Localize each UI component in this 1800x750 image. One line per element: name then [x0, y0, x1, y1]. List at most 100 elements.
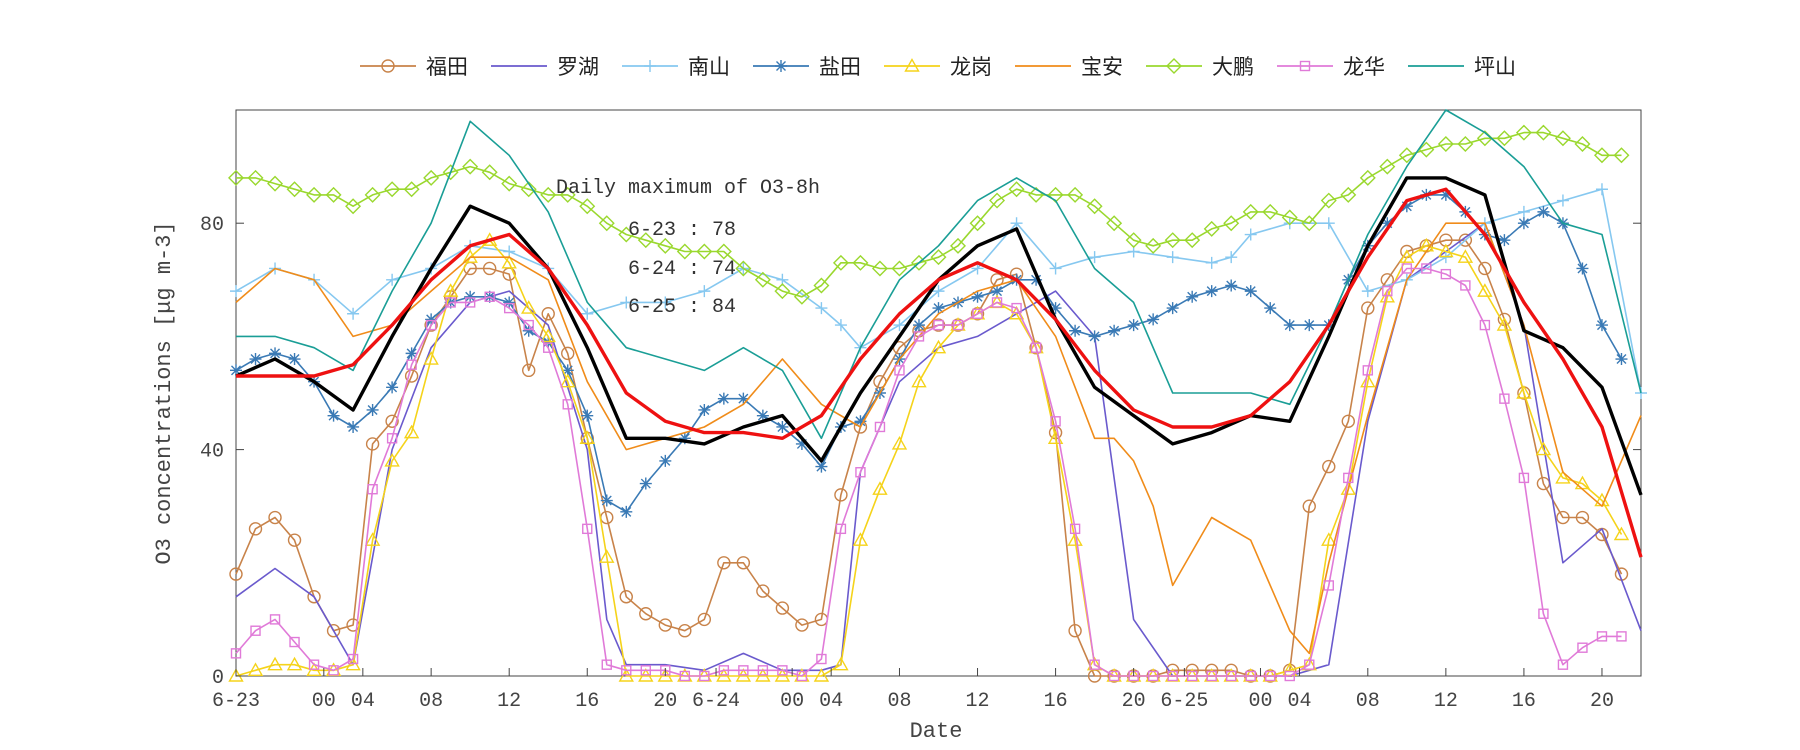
data-point	[1167, 670, 1178, 682]
legend-label: 大鹏	[1212, 55, 1254, 79]
data-point	[1577, 642, 1588, 653]
series-盐田	[230, 188, 1628, 518]
data-point	[286, 656, 303, 671]
data-point	[1477, 283, 1493, 297]
data-point	[1518, 472, 1530, 484]
data-point	[991, 297, 1003, 308]
data-point	[247, 662, 264, 677]
x-tick-label: 16	[575, 690, 599, 713]
data-point	[657, 237, 674, 254]
data-point	[1438, 243, 1454, 258]
data-point	[364, 532, 381, 546]
data-point	[991, 285, 1004, 298]
data-point	[1340, 186, 1357, 203]
annotation-line-3: 6-25 : 84	[628, 296, 736, 319]
data-point	[1088, 330, 1101, 343]
data-point	[1496, 130, 1513, 147]
data-point	[1145, 237, 1162, 254]
data-point	[717, 556, 731, 570]
data-point	[405, 347, 418, 360]
legend-marker	[904, 58, 920, 72]
data-point	[1554, 130, 1571, 147]
legend-marker	[1299, 60, 1311, 72]
data-point	[874, 421, 886, 433]
data-point	[1556, 510, 1570, 525]
data-point	[1517, 205, 1530, 218]
data-point	[618, 226, 635, 243]
data-point	[365, 437, 380, 451]
data-point	[1418, 141, 1435, 158]
data-point	[1440, 268, 1452, 280]
x-tick-label: 16	[1044, 690, 1068, 713]
data-point	[1008, 181, 1025, 198]
series-龙岗	[228, 232, 1630, 682]
data-point	[1067, 532, 1083, 546]
data-point	[891, 436, 908, 450]
x-tick-label: 00	[312, 690, 336, 713]
data-point	[793, 288, 810, 305]
data-point	[1381, 217, 1394, 230]
data-point	[776, 420, 789, 433]
legend-label: 宝安	[1081, 55, 1123, 79]
y-tick-label: 80	[200, 214, 224, 237]
x-tick-label: 20	[653, 690, 677, 713]
annotation-line-2: 6-24 : 74	[628, 258, 736, 281]
data-point	[540, 328, 556, 343]
data-point	[1458, 233, 1473, 247]
data-point	[1125, 232, 1142, 249]
data-point	[484, 291, 495, 302]
data-point	[1401, 263, 1413, 274]
x-tick-label: 6-23	[212, 690, 260, 713]
legend-label: 南山	[688, 55, 730, 79]
data-point	[1030, 273, 1043, 286]
data-point	[540, 186, 557, 203]
data-point	[581, 307, 594, 320]
data-point	[1574, 135, 1591, 152]
data-point	[522, 324, 535, 337]
data-point	[930, 339, 947, 354]
data-point	[1011, 302, 1022, 314]
legend-marker	[381, 59, 395, 73]
data-point	[1400, 200, 1413, 213]
data-point	[1595, 319, 1608, 332]
data-point	[620, 505, 633, 518]
data-point	[1184, 232, 1201, 249]
data-point	[912, 319, 925, 332]
data-point	[815, 302, 828, 315]
data-point	[286, 181, 303, 198]
data-point	[230, 648, 242, 659]
data-point	[326, 624, 341, 638]
y-tick-label: 0	[212, 667, 224, 690]
data-point	[1517, 217, 1530, 230]
x-tick-label: 04	[1287, 690, 1311, 713]
data-point	[1496, 317, 1513, 331]
data-point	[579, 198, 596, 215]
data-point	[774, 283, 791, 300]
data-point	[287, 533, 302, 547]
data-point	[289, 636, 300, 648]
data-point	[307, 590, 321, 604]
data-point	[598, 215, 615, 232]
data-point	[1262, 203, 1279, 220]
data-point	[718, 665, 730, 676]
data-point	[735, 260, 752, 277]
data-point	[1479, 319, 1491, 331]
legend-label: 龙华	[1343, 55, 1385, 79]
data-point	[619, 590, 633, 604]
data-point	[1166, 302, 1179, 315]
data-point	[404, 369, 419, 383]
data-point	[288, 353, 301, 366]
data-point	[659, 296, 672, 309]
data-point	[1265, 670, 1276, 682]
data-point	[1203, 220, 1220, 237]
data-point	[1226, 670, 1237, 682]
data-point	[1010, 217, 1023, 230]
data-point	[1242, 203, 1259, 220]
data-point	[854, 415, 867, 428]
data-point	[601, 659, 612, 670]
data-point	[386, 433, 398, 444]
data-point	[1340, 481, 1356, 495]
data-point	[738, 665, 749, 676]
x-tick-label: 08	[887, 690, 911, 713]
